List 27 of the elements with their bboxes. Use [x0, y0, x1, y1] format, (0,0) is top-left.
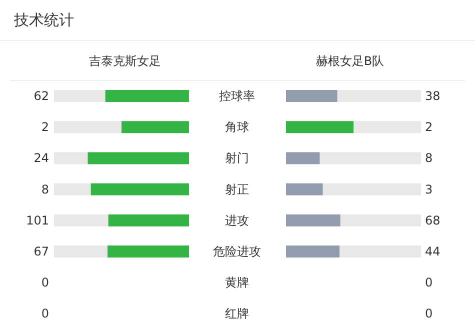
- data-label: 44: [425, 244, 440, 258]
- category-label: 射门: [225, 151, 249, 166]
- data-label: 3: [425, 182, 433, 196]
- data-label: 2: [41, 120, 49, 134]
- data-label: 24: [34, 151, 49, 166]
- text: 技术统计: [13, 11, 74, 29]
- category-label: 射正: [225, 182, 249, 196]
- data-label: 38: [425, 89, 440, 103]
- category-label: 危险进攻: [213, 244, 261, 258]
- text: 吉泰克斯女足: [89, 54, 161, 68]
- data-label: 8: [425, 151, 433, 166]
- data-label: 8: [41, 182, 49, 196]
- data-label: 0: [425, 276, 433, 290]
- data-label: 62: [34, 89, 49, 103]
- category-label: 红牌: [225, 306, 249, 321]
- category-label: 黄牌: [225, 276, 249, 290]
- category-label: 角球: [225, 120, 249, 134]
- text: 赫根女足B队: [316, 54, 384, 68]
- data-label: 67: [34, 244, 49, 258]
- data-label: 2: [425, 120, 433, 134]
- data-label: 68: [425, 213, 440, 228]
- category-label: 控球率: [219, 89, 255, 103]
- category-label: 进攻: [225, 213, 249, 228]
- data-label: 101: [26, 213, 49, 228]
- data-label: 0: [41, 276, 49, 290]
- data-label: 0: [41, 306, 49, 321]
- data-label: 0: [425, 306, 433, 321]
